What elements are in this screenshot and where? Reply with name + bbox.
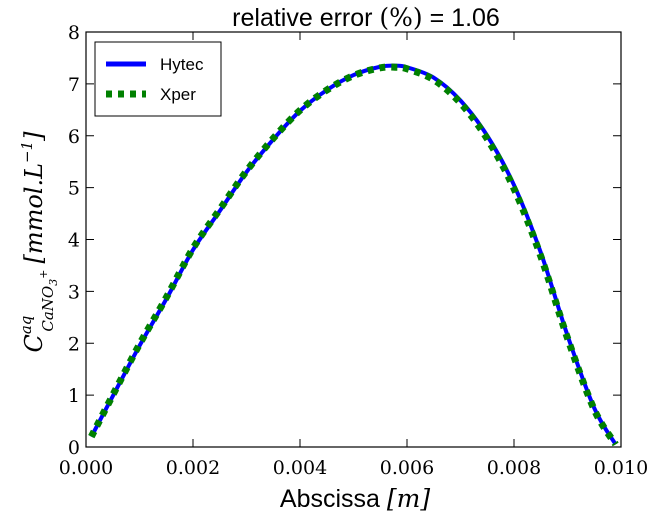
- chart-title-suffix: = 1.06: [423, 4, 500, 32]
- y-tick-label: 1: [68, 385, 80, 407]
- series-line-hytec: [89, 63, 618, 446]
- y-axis-unit-close: ]: [20, 131, 48, 142]
- y-axis-unit: [mmol.L: [20, 163, 48, 264]
- y-tick-label: 5: [68, 178, 80, 200]
- y-axis-superscript: aq: [17, 316, 35, 335]
- chart-title-paren: (%): [379, 3, 422, 32]
- legend: Hytec Xper: [94, 41, 222, 117]
- chart-title: relative error (%) = 1.06: [232, 3, 500, 32]
- x-tick-label: 0.000: [59, 457, 113, 479]
- y-tick-label: 8: [68, 22, 80, 44]
- ticks-group: [85, 31, 622, 448]
- y-tick-label: 4: [68, 230, 80, 252]
- y-axis-unit-sup: −1: [18, 141, 36, 163]
- y-axis-subscript-sub: 3: [47, 279, 60, 286]
- y-tick-label: 0: [68, 437, 80, 459]
- x-axis-title-text: Abscissa: [280, 485, 387, 513]
- y-tick-label: 6: [68, 126, 80, 148]
- y-axis-subscript: CaNO: [39, 286, 57, 332]
- y-tick-label: 2: [68, 333, 80, 355]
- y-axis-symbol: C: [20, 334, 48, 352]
- legend-box: [94, 41, 222, 117]
- chart-title-prefix: relative error: [232, 4, 379, 32]
- series-group: [88, 63, 619, 447]
- x-tick-label: 0.006: [380, 457, 434, 479]
- x-tick-label: 0.002: [166, 457, 220, 479]
- legend-label-xper: Xper: [160, 85, 196, 104]
- y-tick-label: 7: [68, 74, 80, 96]
- y-axis-title: Caq CaNO3+ [mmol.L−1]: [17, 131, 60, 353]
- y-tick-label: 3: [68, 281, 80, 303]
- x-axis-title-unit: [m]: [387, 484, 430, 513]
- x-tick-label: 0.008: [487, 457, 541, 479]
- x-axis-title: Abscissa [m]: [280, 484, 430, 513]
- x-tick-label: 0.010: [594, 457, 648, 479]
- x-tick-label: 0.004: [273, 457, 327, 479]
- y-axis-subscript-sup: +: [37, 270, 50, 279]
- tick-labels-group: 0.000 0.002 0.004 0.006 0.008 0.010 0 1 2 3 4 5 6 7 8: [59, 22, 648, 479]
- legend-label-hytec: Hytec: [160, 55, 204, 74]
